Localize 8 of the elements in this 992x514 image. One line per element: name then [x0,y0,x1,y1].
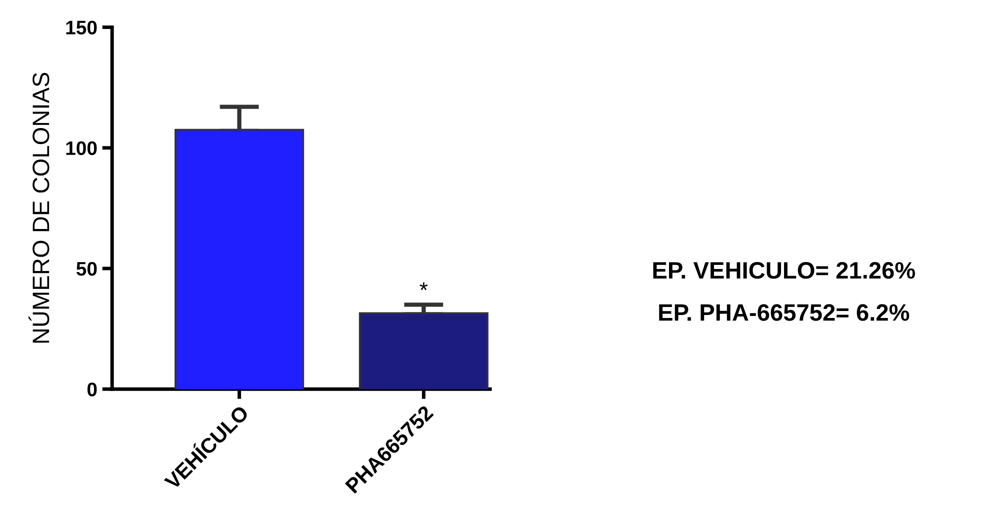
y-tick-label: 0 [87,382,97,396]
y-tick-label: 50 [76,262,97,276]
y-axis-title: NÚMERO DE COLONIAS [28,72,50,343]
y-tick-label: 100 [66,141,97,156]
y-tick-label: 150 [66,20,97,34]
annotation: * [420,282,428,290]
text: EP. VEHICULO= 21.26% [653,262,916,279]
text: EP. PHA-665752= 6.2% [659,304,910,321]
